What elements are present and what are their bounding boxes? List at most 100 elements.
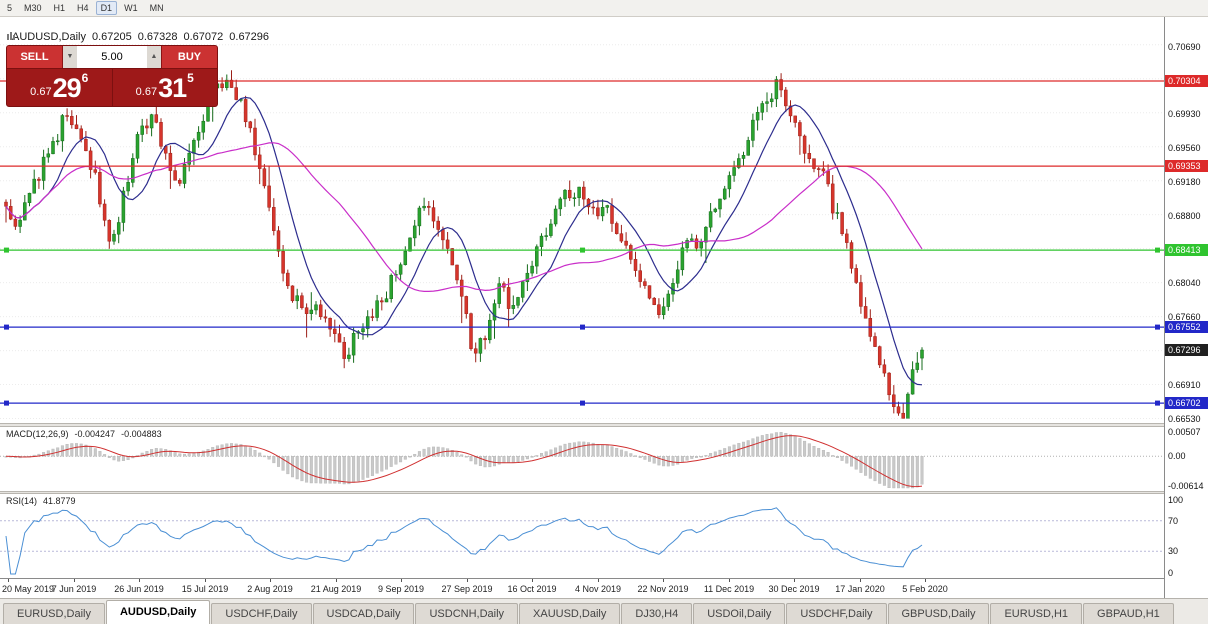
rsi-axis-label: 100 [1168,495,1184,505]
chart-tab-usdcad-daily[interactable]: USDCAD,Daily [312,603,415,624]
sell-price-prefix: 0.67 [30,86,52,98]
macd-value-main: -0.004247 [74,429,116,439]
time-axis-tick [270,579,271,582]
time-axis-label: 9 Sep 2019 [377,584,425,594]
price-level-label: 0.66702 [1165,397,1208,409]
chart-tab-eurusd-h1[interactable]: EURUSD,H1 [990,603,1083,624]
chart-ohlc-header: AUDUSD,Daily 0.67205 0.67328 0.67072 0.6… [6,31,269,43]
chart-tab-dj30-h4[interactable]: DJ30,H4 [621,603,693,624]
chart-tab-usdcnh-daily[interactable]: USDCNH,Daily [415,603,519,624]
price-axis-label: 0.66910 [1168,380,1201,390]
volume-increase-button[interactable]: ▲ [147,46,161,68]
price-level-label: 0.69353 [1165,160,1208,172]
chart-tab-gbpaud-h1[interactable]: GBPAUD,H1 [1083,603,1174,624]
timeframe-button-mn[interactable]: MN [149,3,164,13]
sell-price-pips: 29 [52,73,82,103]
chart-tab-xauusd-daily[interactable]: XAUUSD,Daily [519,603,621,624]
time-axis-tick [139,579,140,582]
price-axis: 0.70690 0.69930 0.69560 0.69180 0.68800 0.680… [1164,17,1208,598]
time-axis-label: 22 Nov 2019 [637,584,689,594]
candlestick-chart [0,44,1164,419]
volume-input[interactable]: 5.00 [77,46,147,68]
time-axis-label: 15 Jul 2019 [181,584,229,594]
buy-price-point: 5 [187,71,194,85]
chart-symbol-label: AUDUSD,Daily [12,31,86,43]
chart-tab-eurusd-daily[interactable]: EURUSD,Daily [3,603,105,624]
timeframe-button-5[interactable]: 5 [7,3,13,13]
time-axis-label: 16 Oct 2019 [507,584,557,594]
price-chart-pane[interactable]: AUDUSD,Daily 0.67205 0.67328 0.67072 0.6… [0,17,1164,423]
macd-axis-label: -0.00614 [1168,481,1204,491]
time-axis-tick [598,579,599,582]
chart-tab-usdchf-daily[interactable]: USDCHF,Daily [211,603,312,624]
time-axis-tick [794,579,795,582]
macd-axis-label: 0.00 [1168,451,1186,461]
time-axis-tick [74,579,75,582]
time-axis-tick [467,579,468,582]
volume-decrease-button[interactable]: ▼ [63,46,77,68]
one-click-trading-panel: SELL ▼ 5.00 ▲ BUY 0.67 29 6 0.67 31 5 [6,45,218,107]
macd-axis-label: 0.00507 [1168,427,1201,437]
sell-price-display[interactable]: 0.67 29 6 [7,69,112,106]
time-axis-tick [729,579,730,582]
time-axis-tick [860,579,861,582]
chart-tab-audusd-daily[interactable]: AUDUSD,Daily [105,600,211,624]
ohlc-open: 0.67205 [91,31,132,43]
buy-price-display[interactable]: 0.67 31 5 [111,69,218,106]
time-axis-tick [8,579,9,582]
rsi-axis-label: 70 [1168,516,1179,526]
timeframe-button-h4[interactable]: H4 [77,3,89,13]
time-axis-label: 20 May 2019 [2,584,55,594]
rsi-chart [0,507,1164,575]
trade-panel-prices: 0.67 29 6 0.67 31 5 [7,68,217,106]
price-axis-label: 0.69560 [1168,143,1201,153]
ohlc-close: 0.67296 [229,31,270,43]
time-axis-label: 17 Jan 2020 [835,584,885,594]
rsi-value: 41.8779 [43,496,76,506]
buy-price-prefix: 0.67 [135,86,158,98]
time-axis-tick [336,579,337,582]
timeframe-button-m30[interactable]: M30 [24,3,42,13]
timeframe-button-d1[interactable]: D1 [95,1,118,15]
time-axis: 20 May 2019 7 Jun 2019 26 Jun 2019 15 Jul 2… [0,578,1164,598]
chart-tab-gbpusd-daily[interactable]: GBPUSD,Daily [887,603,990,624]
pane-splitter[interactable] [0,423,1164,427]
time-axis-tick [532,579,533,582]
price-axis-label: 0.69930 [1168,109,1201,119]
chart-tab-usdchf-daily[interactable]: USDCHF,Daily [786,603,887,624]
time-axis-label: 30 Dec 2019 [768,584,820,594]
time-axis-tick [205,579,206,582]
rsi-indicator-pane[interactable]: RSI(14) 41.8779 [0,494,1164,578]
pane-splitter[interactable] [0,491,1164,494]
chart-tabs-bar: EURUSD,Daily AUDUSD,Daily USDCHF,Daily USDC… [0,598,1208,624]
chart-area: AUDUSD,Daily 0.67205 0.67328 0.67072 0.6… [0,17,1164,598]
macd-value-signal: -0.004883 [121,429,162,439]
macd-indicator-pane[interactable]: MACD(12,26,9) -0.004247 -0.004883 [0,427,1164,491]
price-axis-label: 0.69180 [1168,177,1201,187]
buy-button[interactable]: BUY [161,46,217,68]
ohlc-high: 0.67328 [137,31,178,43]
time-axis-label: 5 Feb 2020 [902,584,948,594]
time-axis-label: 11 Dec 2019 [703,584,755,594]
timeframe-button-w1[interactable]: W1 [124,3,138,13]
ohlc-low: 0.67072 [183,31,224,43]
timeframe-button-h1[interactable]: H1 [53,3,66,13]
price-level-label: 0.70304 [1165,75,1208,87]
price-axis-label: 0.66530 [1168,414,1201,424]
time-axis-label: 27 Sep 2019 [441,584,493,594]
price-axis-label: 0.70690 [1168,42,1201,52]
macd-label: MACD(12,26,9) -0.004247 -0.004883 [6,429,162,439]
sell-button[interactable]: SELL [7,46,63,68]
timeframe-toolbar: 5 M30 H1 H4 D1 W1 MN [0,0,1208,17]
time-axis-label: 2 Aug 2019 [247,584,293,594]
rsi-label: RSI(14) 41.8779 [6,496,76,506]
time-axis-label: 21 Aug 2019 [310,584,362,594]
rsi-axis-label: 0 [1168,568,1174,578]
sell-price-point: 6 [81,71,89,85]
time-axis-label: 7 Jun 2019 [51,584,97,594]
price-axis-label: 0.68800 [1168,211,1201,221]
price-level-label: 0.67552 [1165,321,1208,333]
price-axis-label: 0.68040 [1168,278,1201,288]
chart-tab-usdoil-daily[interactable]: USDOil,Daily [693,603,786,624]
